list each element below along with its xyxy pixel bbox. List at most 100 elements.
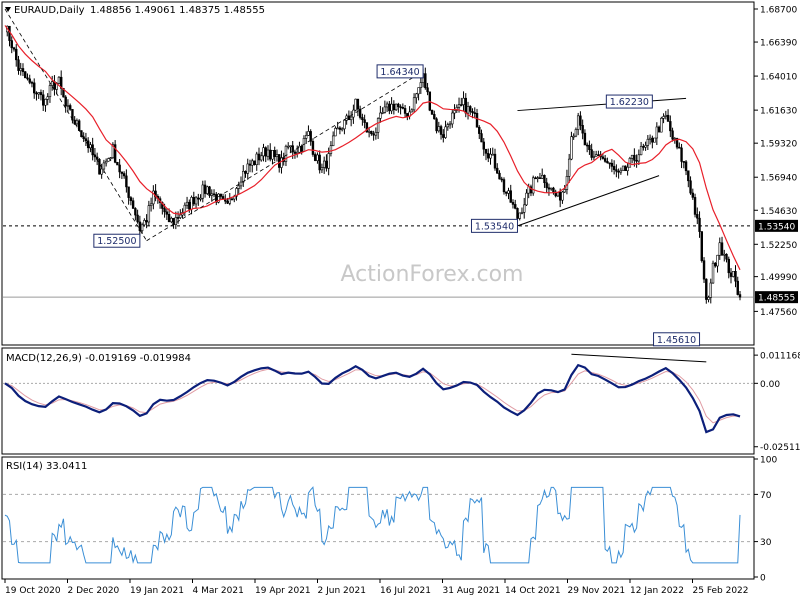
candle-body <box>653 137 656 143</box>
candle-body <box>729 272 733 277</box>
candle-body <box>684 161 688 172</box>
candle-body <box>57 76 61 84</box>
candle-body <box>316 154 319 161</box>
candle-body <box>732 271 735 277</box>
candle-body <box>648 137 652 140</box>
candle-body <box>93 154 97 158</box>
candle-body <box>664 114 668 117</box>
candle-body <box>251 160 254 166</box>
candle-body <box>235 188 238 197</box>
candle-body <box>149 203 153 206</box>
annotation-box <box>653 332 701 347</box>
candle-body <box>269 149 272 160</box>
candle-body <box>624 165 627 172</box>
candle-body <box>242 170 245 183</box>
moving-average-line <box>4 25 741 271</box>
candle-body <box>700 231 703 261</box>
candle-body <box>437 126 441 132</box>
candle-body <box>585 144 589 147</box>
candle-body <box>572 135 575 138</box>
candle-body <box>248 163 252 166</box>
candle-body <box>140 224 144 232</box>
candle-body <box>565 176 569 190</box>
candle-body <box>379 112 382 119</box>
candle-body <box>711 262 715 284</box>
support-price-label: 1.53540 <box>758 222 795 232</box>
candle-body <box>307 131 310 136</box>
candle-body <box>311 141 315 155</box>
candle-body <box>226 200 229 204</box>
candle-body <box>293 151 297 154</box>
candle-body <box>478 126 481 134</box>
candle-body <box>304 135 308 139</box>
candle-body <box>322 160 326 168</box>
candle-body <box>111 144 115 158</box>
candle-body <box>86 140 90 149</box>
candle-body <box>660 118 663 133</box>
candle-body <box>230 198 234 201</box>
candle-body <box>637 154 641 162</box>
candle-body <box>167 214 171 223</box>
candle-body <box>255 153 258 166</box>
rsi-panel-frame <box>1 456 755 580</box>
annotation-box <box>93 233 141 248</box>
price-tick-label: 1.64010 <box>760 73 797 83</box>
price-axis: 1.68700 1.66390 1.64010 1.61630 1.59320 1.569… <box>754 6 798 318</box>
candle-body <box>705 278 708 300</box>
time-tick-label: 12 Jan 2022 <box>630 586 684 596</box>
candle-body <box>482 141 485 150</box>
candle-body <box>496 167 499 174</box>
candle-body <box>536 177 539 179</box>
candle-body <box>606 161 609 164</box>
support-price-label-box <box>755 219 798 232</box>
candle-body <box>51 81 54 86</box>
candle-body <box>617 170 620 173</box>
candle-body <box>370 130 373 135</box>
annotation-label: 1.62230 <box>610 97 649 108</box>
candle-body <box>190 196 193 210</box>
candle-body <box>714 262 717 267</box>
candle-body <box>642 146 645 148</box>
candle-body <box>644 145 647 148</box>
candle-body <box>682 161 686 163</box>
dropdown-arrow-icon[interactable] <box>5 7 11 12</box>
macd-divergence-line <box>571 353 707 363</box>
candle-body <box>26 77 29 80</box>
macd-tick-label: -0.025117 <box>760 443 800 453</box>
candle-body <box>594 154 598 157</box>
candle-body <box>435 118 438 132</box>
candle-body <box>363 119 366 123</box>
rsi-label: RSI(14) 33.0411 <box>6 461 87 472</box>
candle-body <box>720 242 724 256</box>
candle-body <box>176 217 180 219</box>
candle-body <box>15 48 18 61</box>
candle-body <box>203 184 207 194</box>
price-tick-label: 1.49990 <box>760 273 797 283</box>
candle-body <box>262 147 265 157</box>
candle-body <box>381 112 384 114</box>
candle-body <box>507 190 510 194</box>
time-tick-label: 25 Feb 2022 <box>693 586 749 596</box>
candle-body <box>19 68 22 71</box>
macd-line <box>4 363 741 434</box>
candle-body <box>397 103 400 108</box>
candle-body <box>275 154 279 158</box>
candle-body <box>199 197 202 200</box>
candle-body <box>444 126 447 138</box>
candle-body <box>406 113 409 117</box>
candle-body <box>646 138 650 146</box>
macd-panel-frame <box>1 347 755 455</box>
candle-body <box>534 177 537 180</box>
candle-body <box>75 120 79 125</box>
candle-body <box>671 130 674 140</box>
candle-body <box>334 128 337 137</box>
candle-body <box>113 144 117 163</box>
candle-body <box>518 212 521 219</box>
candle-body <box>619 169 623 173</box>
candle-body <box>102 162 106 170</box>
candle-body <box>385 103 389 108</box>
candle-body <box>46 96 49 100</box>
macd-tick-label: 0.011168 <box>760 352 800 362</box>
candle-body <box>338 127 342 130</box>
candle-body <box>260 155 263 161</box>
